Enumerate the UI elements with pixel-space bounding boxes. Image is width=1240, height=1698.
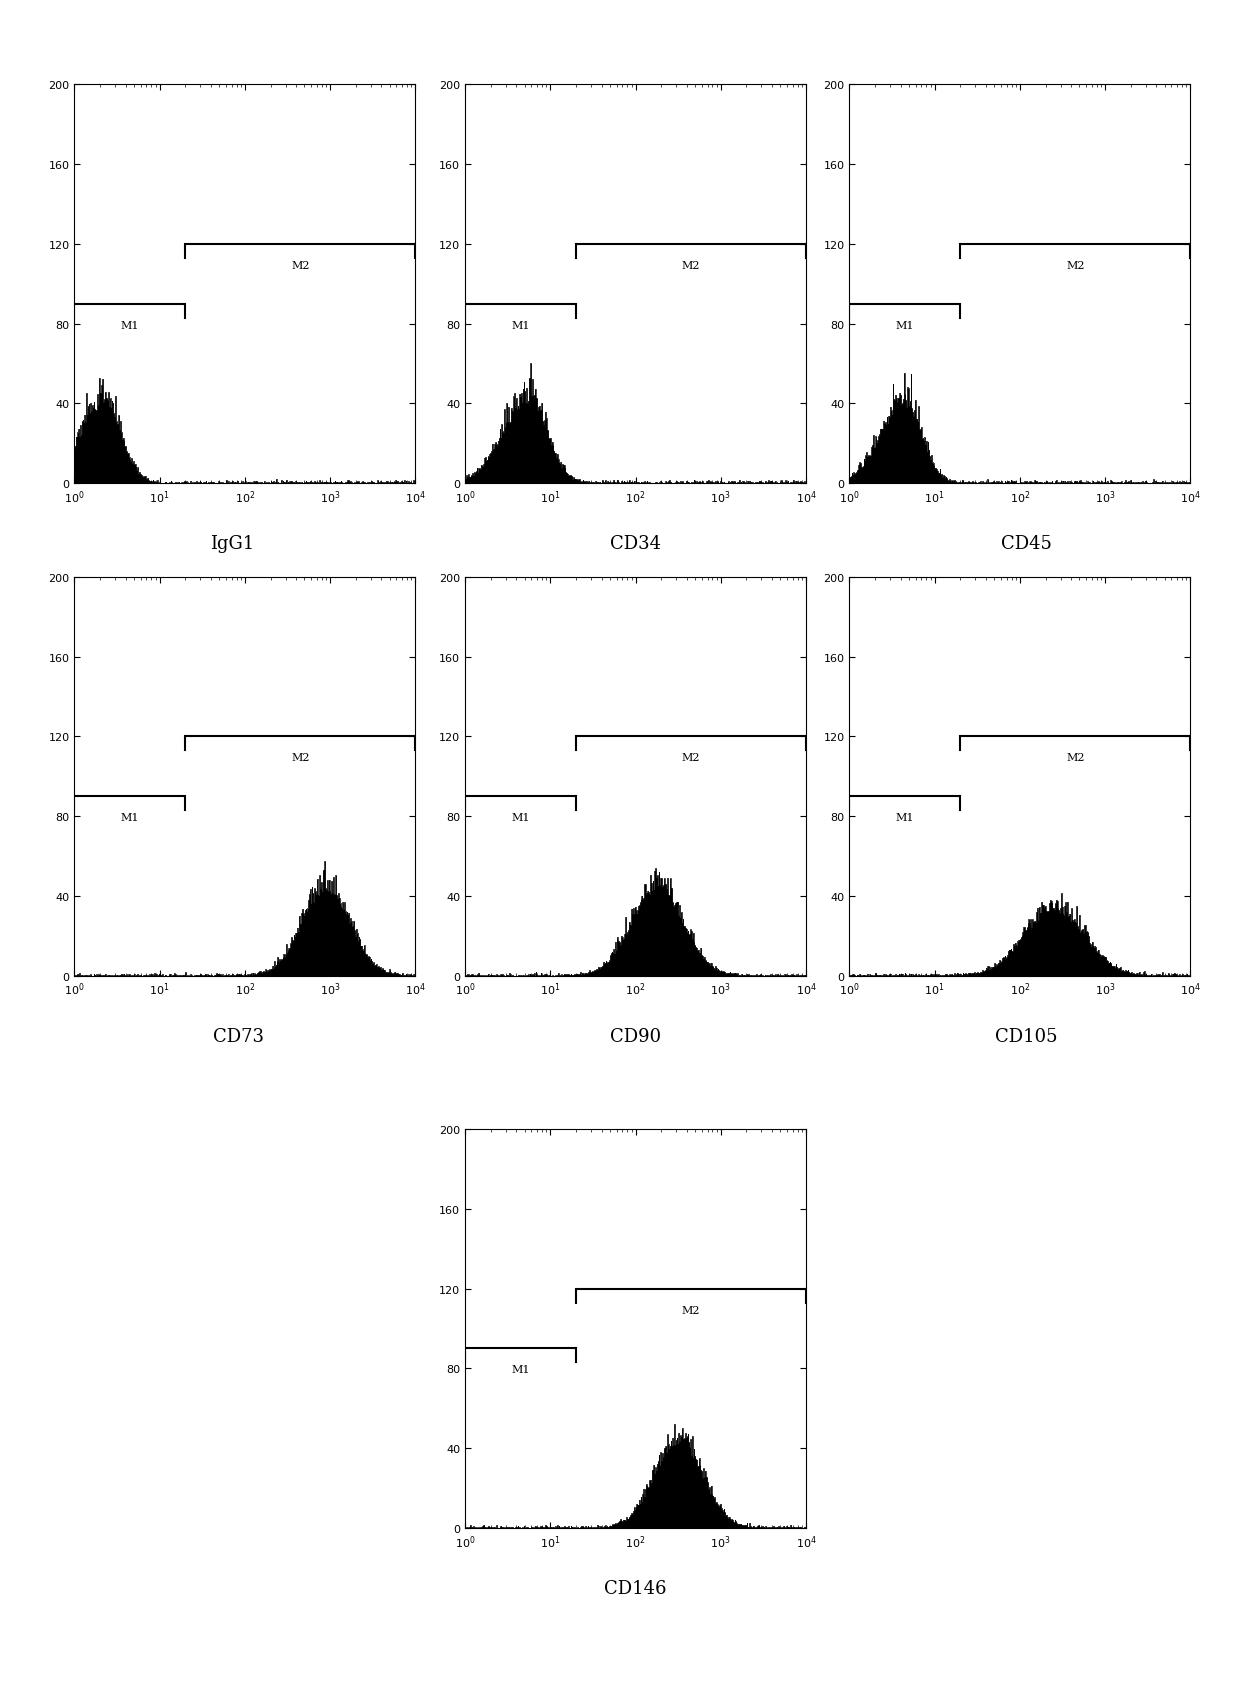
Text: M2: M2	[682, 752, 701, 762]
Text: CD146: CD146	[604, 1579, 667, 1598]
Text: M1: M1	[895, 321, 914, 331]
Text: M1: M1	[511, 321, 529, 331]
Text: CD45: CD45	[1001, 535, 1052, 554]
Text: IgG1: IgG1	[211, 535, 254, 554]
Text: M1: M1	[511, 1365, 529, 1375]
Text: CD73: CD73	[213, 1027, 264, 1046]
Text: CD105: CD105	[994, 1027, 1058, 1046]
Text: M1: M1	[511, 813, 529, 824]
Text: M2: M2	[1066, 260, 1085, 270]
Text: M1: M1	[120, 321, 139, 331]
Text: CD90: CD90	[610, 1027, 661, 1046]
Text: M2: M2	[291, 752, 310, 762]
Text: M2: M2	[682, 1304, 701, 1314]
Text: M1: M1	[895, 813, 914, 824]
Text: CD34: CD34	[610, 535, 661, 554]
Text: M2: M2	[291, 260, 310, 270]
Text: M1: M1	[120, 813, 139, 824]
Text: M2: M2	[1066, 752, 1085, 762]
Text: M2: M2	[682, 260, 701, 270]
